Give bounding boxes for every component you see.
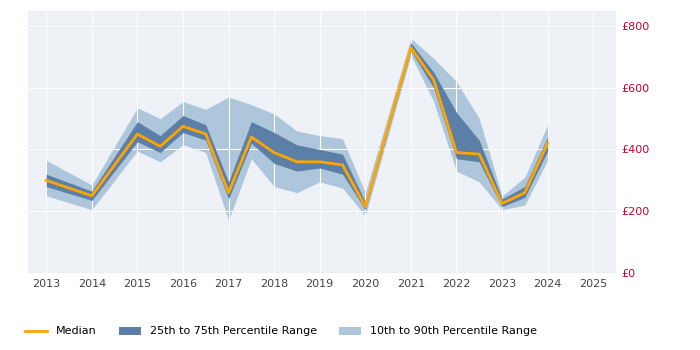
Legend: Median, 25th to 75th Percentile Range, 10th to 90th Percentile Range: Median, 25th to 75th Percentile Range, 1…: [20, 322, 542, 341]
